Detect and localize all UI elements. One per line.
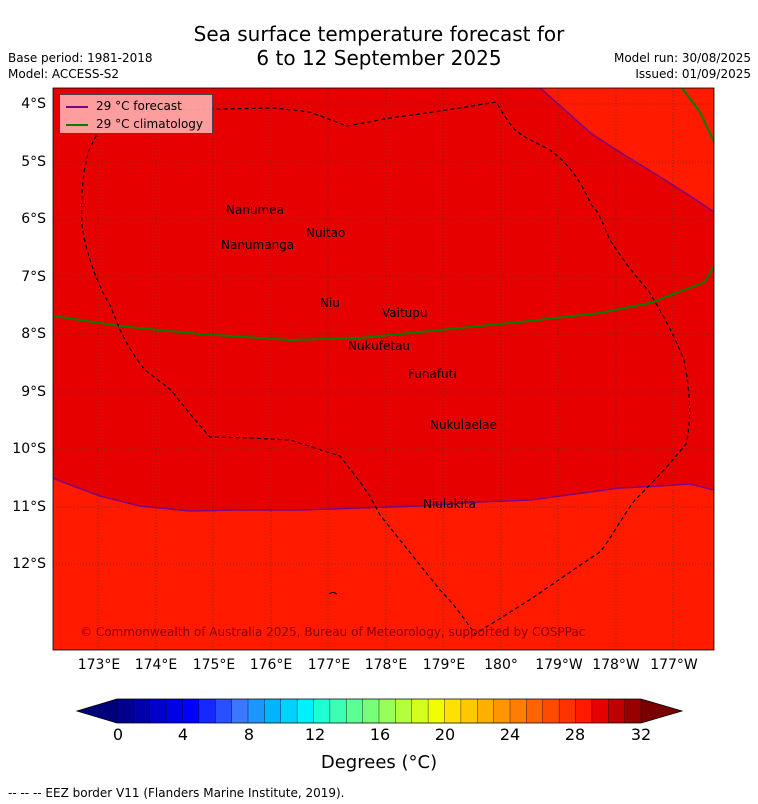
lon-label: 179°E [422, 657, 466, 673]
colorbar-segment [182, 699, 200, 723]
lat-label: 11°S [12, 499, 46, 515]
climatology-contour-northeast [681, 88, 714, 143]
lon-label: 177°W [650, 657, 698, 673]
colorbar-label: Degrees (°C) [320, 752, 438, 773]
island-niulakita: Niulakita [423, 497, 476, 511]
colorbar-segment [297, 699, 314, 723]
forecast-line-swatch [66, 105, 88, 108]
island-vaitupu: Vaitupu [382, 306, 428, 320]
colorbar-segment [215, 699, 232, 723]
island-nukulaelae: Nukulaelae [430, 418, 497, 432]
island-nuitao: Nuitao [306, 226, 346, 240]
colorbar-segment [248, 699, 265, 723]
lon-label: 178°E [364, 657, 408, 673]
map-legend: 29 °C forecast 29 °C climatology [59, 94, 213, 134]
colorbar-segment [575, 699, 593, 723]
forecast-contour-south [53, 477, 714, 512]
title-line-2: 6 to 12 September 2025 [256, 46, 502, 70]
colorbar-over-arrow [641, 699, 682, 723]
colorbar [75, 698, 684, 724]
colorbar-segment [280, 699, 298, 723]
issued-date: Issued: 01/09/2025 [635, 67, 751, 81]
colorbar-segment [428, 699, 445, 723]
colorbar-tick: 16 [369, 725, 391, 744]
colorbar-segment [313, 699, 331, 723]
colorbar-segment [231, 699, 249, 723]
colorbar-segment [591, 699, 609, 723]
colorbar-tick: 0 [112, 725, 124, 744]
lat-label: 5°S [21, 154, 46, 170]
colorbar-segment [395, 699, 413, 723]
lat-label: 9°S [21, 384, 46, 400]
colorbar-segment [117, 699, 134, 723]
footer-note: -- -- -- EEZ border V11 (Flanders Marine… [8, 786, 345, 800]
lat-label: 7°S [21, 269, 46, 285]
colorbar-segment [460, 699, 478, 723]
island-nukufetau: Nukufetau [348, 339, 411, 353]
lon-label: 173°E [77, 657, 121, 673]
lon-label: 180° [484, 657, 518, 673]
lon-label: 174°E [134, 657, 178, 673]
gridlines [53, 88, 714, 650]
lon-label: 176°E [249, 657, 293, 673]
eez-border [80, 101, 691, 635]
colorbar-segment [608, 699, 625, 723]
title-line-1: Sea surface temperature forecast for [193, 22, 565, 46]
island-nanumanga: Nanumanga [221, 238, 295, 252]
colorbar-segment [477, 699, 494, 723]
model-run: Model run: 30/08/2025 [613, 51, 751, 65]
lat-label: 10°S [12, 441, 46, 457]
sst-region-29-30 [53, 88, 714, 511]
colorbar-segment [166, 699, 183, 723]
colorbar-segment [624, 699, 642, 723]
colorbar-segment [526, 699, 544, 723]
island-niu: Niu [320, 296, 340, 310]
legend-forecast: 29 °C forecast [66, 99, 182, 115]
lon-label: 178°W [592, 657, 640, 673]
climatology-line-swatch [66, 123, 88, 126]
colorbar-tick: 12 [304, 725, 326, 744]
lat-label: 6°S [21, 211, 46, 227]
lon-label: 177°E [307, 657, 351, 673]
colorbar-segment [411, 699, 429, 723]
map-frame [52, 87, 715, 651]
colorbar-segment [444, 699, 462, 723]
forecast-contour-north [539, 88, 714, 213]
legend-climatology: 29 °C climatology [66, 117, 203, 133]
colorbar-tick: 24 [499, 725, 521, 744]
colorbar-segment [149, 699, 167, 723]
colorbar-segment [559, 699, 576, 723]
lat-label: 8°S [21, 326, 46, 342]
lat-label: 12°S [12, 556, 46, 572]
copyright-text: © Commonwealth of Australia 2025, Bureau… [80, 625, 586, 639]
lon-label: 179°W [535, 657, 583, 673]
colorbar-segment [329, 699, 347, 723]
colorbar-tick: 4 [177, 725, 189, 744]
legend-forecast-label: 29 °C forecast [96, 99, 182, 113]
island-funafuti: Funafuti [408, 367, 457, 381]
colorbar-segment [379, 699, 396, 723]
colorbar-segment [542, 699, 560, 723]
colorbar-segment [510, 699, 527, 723]
lon-label: 175°E [192, 657, 236, 673]
colorbar-tick: 8 [243, 725, 255, 744]
colorbar-under-arrow [77, 699, 117, 723]
island-nanumea: Nanumea [226, 203, 284, 217]
atoll-marker [328, 592, 338, 595]
base-period: Base period: 1981-2018 [8, 51, 153, 65]
colorbar-segment [362, 699, 380, 723]
colorbar-segment [493, 699, 511, 723]
colorbar-tick: 32 [630, 725, 652, 744]
colorbar-segment [264, 699, 282, 723]
colorbar-segment [198, 699, 216, 723]
legend-climatology-label: 29 °C climatology [96, 117, 204, 131]
lat-label: 4°S [21, 96, 46, 112]
model-name: Model: ACCESS-S2 [8, 67, 120, 81]
colorbar-segment [346, 699, 363, 723]
colorbar-tick: 20 [434, 725, 456, 744]
colorbar-segment [133, 699, 151, 723]
colorbar-tick: 28 [564, 725, 586, 744]
climatology-contour-middle [53, 265, 714, 342]
